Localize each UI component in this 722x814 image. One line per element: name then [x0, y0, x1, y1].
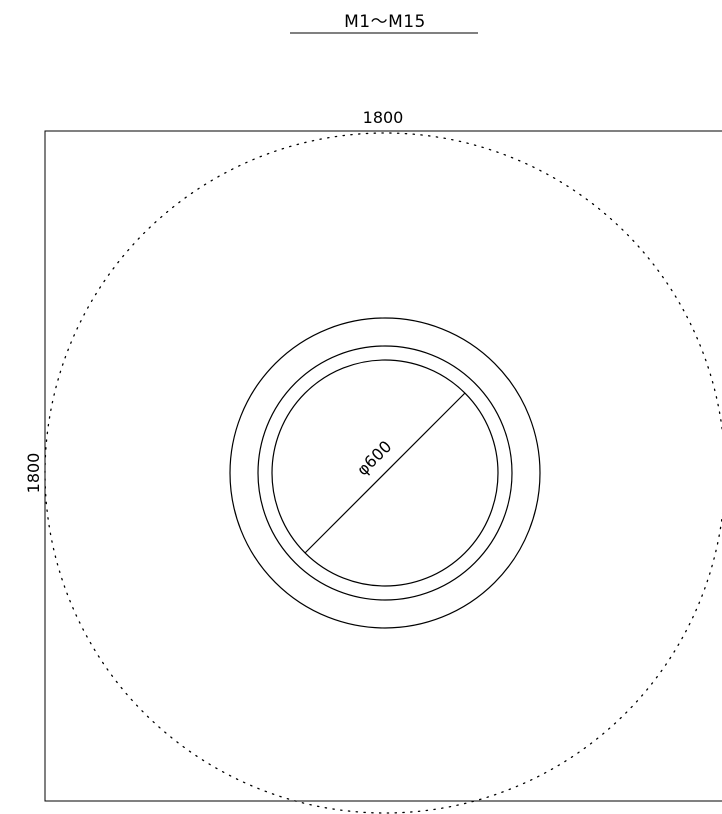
- diameter-line: [304, 392, 466, 554]
- outer-ring-circle: [229, 317, 541, 629]
- height-dimension-label: 1800: [24, 453, 43, 494]
- opening-circle: [271, 359, 499, 587]
- middle-ring-circle: [257, 345, 513, 601]
- drawing-title: M1～M15: [344, 12, 426, 32]
- dotted-outer-circle: [44, 132, 722, 814]
- width-dimension-label: 1800: [363, 108, 404, 127]
- diameter-label: φ600: [353, 437, 395, 479]
- base-outline: [44, 130, 722, 802]
